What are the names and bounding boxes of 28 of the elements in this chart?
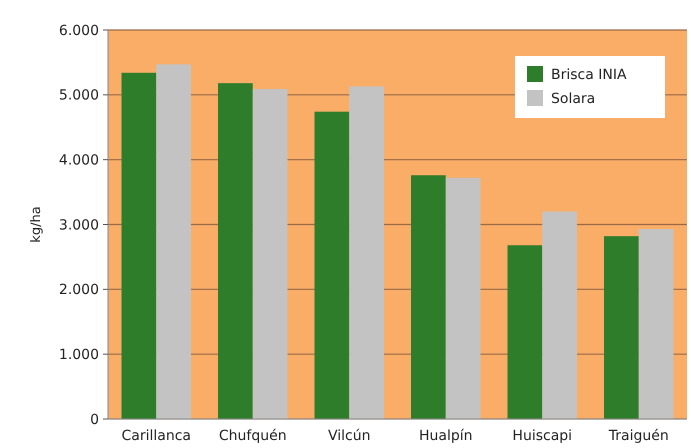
y-tick-label: 5.000 bbox=[58, 88, 99, 104]
y-tick-label: 2.000 bbox=[58, 282, 99, 298]
bar bbox=[314, 112, 350, 419]
y-tick-label: 4.000 bbox=[58, 152, 99, 169]
y-axis-title: kg/ha bbox=[29, 206, 44, 243]
x-tick-label: Huiscapi bbox=[512, 428, 572, 444]
y-tick-label: 1.000 bbox=[58, 347, 99, 364]
legend-label: Solara bbox=[551, 90, 596, 107]
x-tick-label: Carillanca bbox=[121, 428, 192, 444]
legend-label: Brisca INIA bbox=[551, 66, 627, 83]
bar bbox=[508, 245, 542, 419]
bar bbox=[411, 175, 446, 419]
x-tick-label: Vilcún bbox=[328, 428, 370, 444]
x-tick-label: Traiguén bbox=[608, 428, 669, 444]
bar bbox=[638, 229, 674, 419]
bar bbox=[252, 89, 288, 419]
bar bbox=[349, 86, 384, 419]
y-tick-label: 3.000 bbox=[58, 217, 99, 234]
bar bbox=[218, 83, 253, 419]
bar bbox=[604, 236, 639, 419]
y-tick-label: 6.000 bbox=[58, 22, 99, 39]
bar bbox=[122, 72, 156, 419]
x-tick-label: Chufquén bbox=[218, 428, 287, 444]
bar bbox=[156, 64, 191, 419]
y-tick-label: 0 bbox=[90, 412, 99, 428]
bar bbox=[446, 178, 480, 419]
bar bbox=[542, 212, 577, 419]
x-tick-label: Hualpín bbox=[418, 428, 473, 444]
